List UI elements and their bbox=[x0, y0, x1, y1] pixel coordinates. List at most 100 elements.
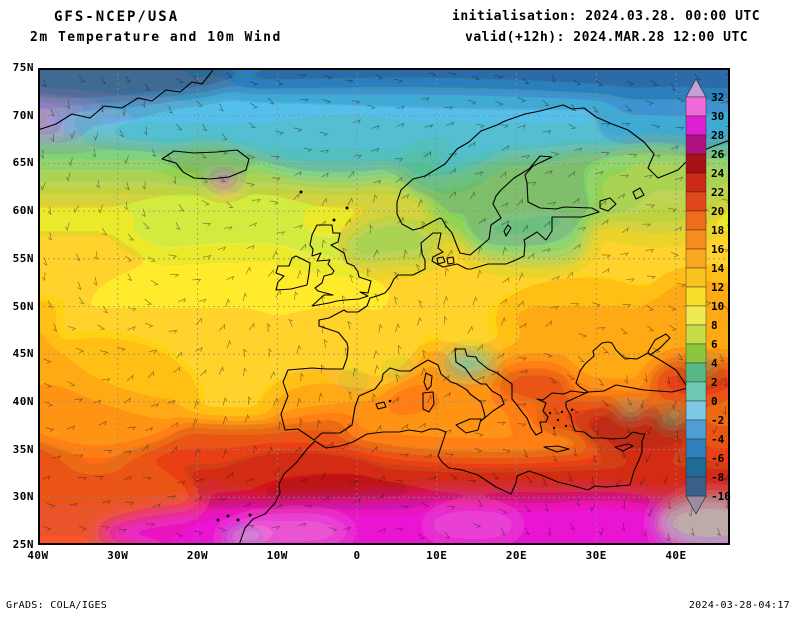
colorbar-label: 30 bbox=[711, 110, 724, 123]
wind-barb bbox=[595, 80, 604, 87]
wind-barb bbox=[668, 305, 677, 311]
wind-barb bbox=[716, 527, 722, 537]
wind-barb bbox=[552, 453, 558, 462]
wind-barb bbox=[474, 447, 483, 453]
wind-barb bbox=[627, 397, 633, 406]
colorbar-label: 10 bbox=[711, 300, 724, 313]
wind-barb bbox=[177, 480, 186, 485]
wind-barb bbox=[477, 269, 482, 279]
wind-barb bbox=[103, 450, 113, 454]
wind-barb bbox=[251, 199, 261, 203]
wind-barb bbox=[395, 373, 400, 383]
wind-barb bbox=[68, 157, 73, 167]
wind-barb bbox=[65, 172, 71, 182]
wind-barb bbox=[377, 494, 385, 500]
coastline-mediterranean-africa bbox=[238, 348, 646, 545]
wind-barb bbox=[544, 352, 553, 358]
wind-barb bbox=[226, 275, 235, 281]
wind-barb bbox=[395, 176, 403, 183]
wind-barb bbox=[424, 151, 432, 158]
wind-barb bbox=[43, 525, 52, 531]
wind-barb bbox=[177, 298, 187, 303]
coastline-sardinia bbox=[422, 391, 435, 413]
wind-barb bbox=[476, 123, 485, 129]
wind-barb bbox=[322, 239, 326, 249]
wind-barb bbox=[243, 502, 251, 508]
lat-axis-label: 50N bbox=[12, 299, 34, 313]
wind-barb bbox=[403, 249, 408, 259]
wind-barb bbox=[176, 351, 183, 359]
wind-barb bbox=[626, 278, 635, 283]
wind-barb bbox=[344, 79, 354, 84]
lon-axis-label: 10W bbox=[266, 549, 288, 562]
colorbar-segment bbox=[685, 305, 707, 326]
wind-barb bbox=[478, 217, 486, 224]
wind-barb bbox=[499, 171, 507, 178]
coastline-mainland-europe bbox=[280, 104, 730, 441]
wind-barb bbox=[40, 149, 44, 159]
wind-barb bbox=[299, 478, 308, 483]
colorbar-label: 18 bbox=[711, 224, 724, 237]
wind-barb bbox=[553, 407, 560, 415]
colorbar-label: 28 bbox=[711, 129, 724, 142]
wind-barb bbox=[688, 508, 693, 518]
wind-barb bbox=[65, 222, 70, 232]
wind-barb bbox=[521, 154, 531, 159]
wind-barb bbox=[500, 527, 506, 536]
wind-barb bbox=[668, 207, 677, 213]
wind-barb bbox=[200, 369, 207, 376]
wind-barb bbox=[246, 182, 256, 187]
wind-barb bbox=[46, 503, 56, 508]
wind-barb bbox=[375, 424, 382, 433]
wind-barb bbox=[572, 197, 580, 204]
wind-barb bbox=[218, 366, 225, 375]
wind-barb bbox=[195, 477, 205, 483]
wind-barb bbox=[341, 295, 346, 304]
wind-barb bbox=[141, 99, 146, 109]
wind-barb bbox=[323, 339, 328, 348]
wind-barb bbox=[371, 445, 378, 453]
wind-barb bbox=[323, 75, 333, 80]
wind-barb bbox=[127, 273, 133, 282]
wind-barb bbox=[296, 344, 302, 354]
wind-barb bbox=[444, 106, 454, 111]
wind-barb bbox=[724, 500, 729, 509]
wind-barb bbox=[666, 532, 671, 542]
lat-axis-label: 70N bbox=[12, 108, 34, 122]
wind-barb bbox=[294, 171, 302, 176]
wind-barb bbox=[421, 97, 430, 102]
temperature-wind-map bbox=[38, 68, 730, 545]
wind-barb bbox=[167, 399, 176, 405]
wind-barb bbox=[621, 500, 626, 510]
coastline-great-britain bbox=[309, 224, 372, 307]
small-islands bbox=[216, 190, 574, 522]
wind-barb bbox=[373, 249, 379, 258]
wind-barb bbox=[199, 151, 207, 159]
wind-barb bbox=[645, 454, 652, 463]
wind-barb bbox=[222, 415, 228, 425]
wind-barb bbox=[66, 425, 76, 430]
wind-barb bbox=[143, 222, 150, 229]
wind-barb bbox=[643, 373, 648, 383]
wind-barb bbox=[674, 226, 682, 232]
wind-barb bbox=[443, 391, 451, 398]
wind-barb bbox=[50, 108, 55, 117]
wind-barb bbox=[417, 198, 423, 208]
wind-barb bbox=[401, 193, 410, 199]
wind-barb bbox=[300, 372, 304, 382]
wind-barb bbox=[476, 344, 483, 351]
wind-barb bbox=[219, 103, 224, 112]
colorbar-label: -6 bbox=[711, 452, 725, 465]
wind-barb bbox=[268, 446, 273, 455]
wind-barb bbox=[248, 122, 256, 128]
colorbar-label: -8 bbox=[711, 471, 724, 484]
wind-barb bbox=[670, 83, 677, 91]
wind-barb bbox=[577, 356, 585, 362]
colorbar-label: 32 bbox=[711, 91, 724, 104]
wind-barb bbox=[396, 105, 405, 110]
wind-barb bbox=[568, 473, 574, 482]
coastline-zealand bbox=[436, 256, 446, 265]
colorbar-segment bbox=[685, 267, 707, 288]
wind-barb bbox=[92, 148, 97, 158]
